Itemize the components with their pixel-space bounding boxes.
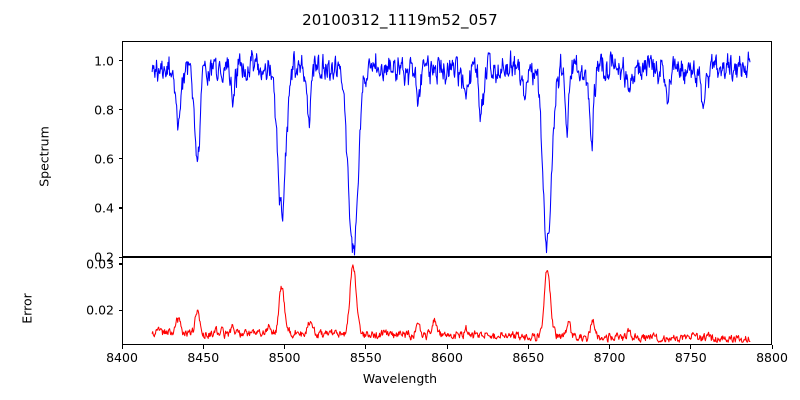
spectrum-panel <box>122 41 772 257</box>
x-tick-label: 8700 <box>593 350 626 365</box>
error-trace <box>151 264 751 343</box>
error-panel <box>122 257 772 345</box>
spectrum-ytick-mark <box>118 60 122 62</box>
x-tick-label: 8400 <box>106 350 138 365</box>
error-axis-label: Error <box>19 293 35 324</box>
x-tick-mark <box>284 345 286 349</box>
spectrum-ytick-mark <box>118 207 122 209</box>
x-tick-label: 8500 <box>268 350 301 365</box>
x-tick-label: 8550 <box>349 350 382 365</box>
x-tick-mark <box>527 345 529 349</box>
page-title: 20100312_1119m52_057 <box>302 11 498 29</box>
spectrum-ytick-label: 0.6 <box>94 151 114 167</box>
error-ytick-label: 0.02 <box>86 302 114 318</box>
error-ytick-mark <box>118 309 122 311</box>
spectrum-ytick-label: 0.4 <box>94 200 114 216</box>
x-tick-mark <box>771 345 773 349</box>
x-tick-mark <box>121 345 123 349</box>
spectrum-ytick-label: 0.2 <box>94 249 114 265</box>
x-tick-mark <box>202 345 204 349</box>
x-tick-label: 8600 <box>431 350 463 365</box>
error-ytick-label: 0.03 <box>86 256 114 272</box>
spectrum-ytick-mark <box>118 109 122 111</box>
spectrum-ytick-mark <box>118 256 122 258</box>
spectrum-trace <box>151 50 751 256</box>
x-tick-label: 8750 <box>674 350 707 365</box>
x-tick-mark <box>609 345 611 349</box>
x-tick-mark <box>446 345 448 349</box>
x-axis-label: Wavelength <box>362 371 438 386</box>
x-tick-mark <box>365 345 367 349</box>
spectrum-ytick-label: 1.0 <box>94 53 114 69</box>
x-tick-mark <box>690 345 692 349</box>
x-tick-label: 8800 <box>756 350 788 365</box>
x-tick-label: 8450 <box>187 350 220 365</box>
spectrum-axis-label: Spectrum <box>36 126 52 187</box>
error-ytick-mark <box>118 263 122 265</box>
spectrum-ytick-mark <box>118 158 122 160</box>
x-tick-label: 8650 <box>512 350 545 365</box>
spectrum-ytick-label: 0.8 <box>94 102 114 118</box>
